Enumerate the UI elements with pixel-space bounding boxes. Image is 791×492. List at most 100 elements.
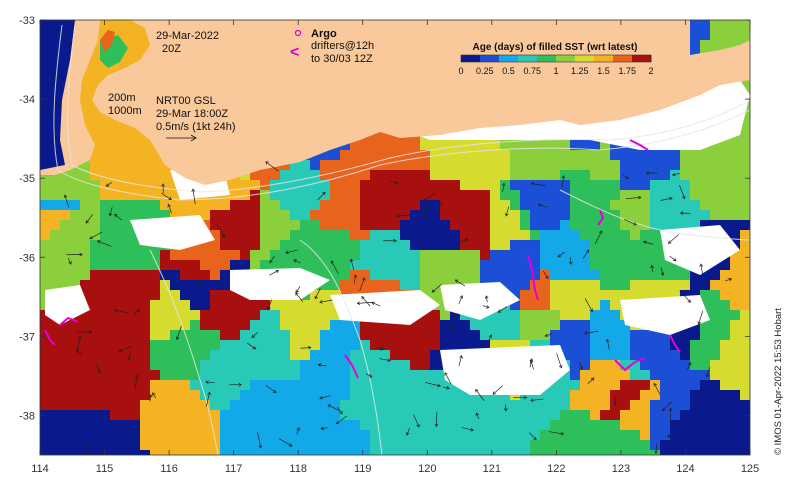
current-vector — [437, 201, 443, 212]
x-tick-label: 123 — [612, 463, 630, 475]
y-tick-label: -34 — [19, 94, 35, 106]
current-vector — [327, 404, 341, 412]
current-vector — [672, 172, 680, 176]
copyright-credit: © IMOS 01-Apr-2022 15:53 Hobart — [773, 308, 784, 455]
current-vector — [458, 355, 463, 367]
current-vector — [700, 263, 703, 275]
current-vector — [706, 367, 710, 378]
current-vector — [584, 298, 593, 312]
current-vector — [371, 302, 381, 307]
current-vector — [545, 333, 553, 337]
current-vector — [114, 309, 130, 314]
time-label: 20Z — [162, 43, 181, 55]
current-vector — [109, 207, 113, 216]
current-vector — [475, 389, 485, 401]
current-vector — [267, 299, 273, 310]
y-tick-label: -38 — [19, 410, 35, 422]
current-vector — [425, 381, 441, 387]
current-vector — [557, 251, 565, 258]
y-tick-label: -37 — [19, 331, 35, 343]
colorbar-tick-label: 0.5 — [502, 66, 515, 76]
current-vector — [725, 278, 732, 282]
x-tick-label: 115 — [96, 463, 114, 475]
current-vector — [679, 290, 691, 303]
date-label: 29-Mar-2022 — [156, 30, 219, 42]
current-vector — [505, 206, 510, 217]
current-vector — [89, 231, 103, 239]
current-vector — [152, 392, 156, 399]
current-scale-label: 0.5m/s (1kt 24h) — [156, 121, 235, 133]
current-vector — [296, 427, 300, 435]
current-product-label: NRT00 GSL — [156, 95, 216, 107]
current-vector — [161, 193, 172, 200]
colorbar-swatch — [556, 55, 576, 62]
surface-current-vectors — [63, 161, 733, 455]
current-vector — [114, 214, 122, 221]
current-vector — [197, 278, 201, 290]
current-vector — [319, 395, 331, 399]
colorbar-swatch — [537, 55, 557, 62]
current-vector — [168, 204, 172, 214]
current-vector — [643, 241, 654, 245]
current-vector — [295, 292, 304, 302]
current-vector — [336, 406, 343, 415]
current-vector — [406, 427, 410, 436]
current-vector — [85, 214, 94, 224]
colorbar-swatch — [480, 55, 500, 62]
x-tick-label: 120 — [418, 463, 436, 475]
current-vector — [106, 182, 112, 187]
colorbar-tick-label: 1.75 — [618, 66, 636, 76]
colorbar-swatch — [594, 55, 614, 62]
current-vector — [278, 438, 293, 447]
current-vector — [314, 288, 321, 299]
current-vector — [119, 345, 132, 352]
current-vector — [377, 347, 384, 350]
current-vector — [556, 353, 562, 368]
current-vector — [594, 230, 603, 245]
current-vector — [584, 330, 599, 334]
current-vector — [216, 223, 225, 238]
current-vector — [482, 305, 489, 309]
colorbar-tick-label: 1.25 — [571, 66, 589, 76]
current-vector — [498, 306, 508, 313]
current-vector — [492, 385, 503, 395]
colorbar-ticks: 0 0.25 0.5 0.75 1 1.25 1.5 1.75 2 — [458, 66, 653, 76]
contour-1000m-label: 1000m — [108, 105, 142, 117]
current-vector — [265, 385, 277, 393]
current-vector — [336, 415, 348, 425]
colorbar-tick-label: 1.5 — [597, 66, 610, 76]
latitude-axis: -33 -34 -35 -36 -37 -38 — [19, 15, 750, 422]
current-vector — [133, 309, 140, 315]
x-tick-label: 124 — [676, 463, 694, 475]
current-vector — [205, 381, 215, 384]
current-vector — [176, 325, 182, 340]
current-vector — [662, 401, 673, 411]
current-vector — [319, 299, 333, 303]
drifter-marker-icon: < — [290, 44, 299, 61]
current-vector — [300, 347, 311, 349]
y-tick-label: -33 — [19, 15, 35, 27]
current-vector — [529, 358, 533, 368]
colorbar-tick-label: 1 — [553, 66, 558, 76]
current-vector — [76, 336, 81, 351]
current-vector — [476, 412, 480, 420]
current-vector — [451, 321, 454, 333]
current-vector — [660, 267, 664, 276]
map-frame — [39, 19, 751, 456]
colorbar-swatch — [632, 55, 652, 62]
drifters-label-line1: drifters@12h — [311, 40, 374, 52]
drifter-track — [527, 254, 539, 301]
drifter-track — [44, 329, 56, 346]
longitude-axis: 114 115 116 117 118 119 120 121 122 123 124 125 — [31, 20, 759, 475]
y-tick-label: -35 — [19, 173, 35, 185]
current-vector — [379, 358, 391, 361]
colorbar-tick-label: 2 — [648, 66, 653, 76]
current-vector — [582, 249, 589, 259]
current-vector — [548, 431, 564, 435]
current-vector — [64, 194, 70, 208]
current-vector — [669, 255, 677, 262]
current-vector — [461, 238, 468, 242]
current-vector — [67, 258, 72, 265]
colorbar-tick-label: 0.25 — [476, 66, 494, 76]
